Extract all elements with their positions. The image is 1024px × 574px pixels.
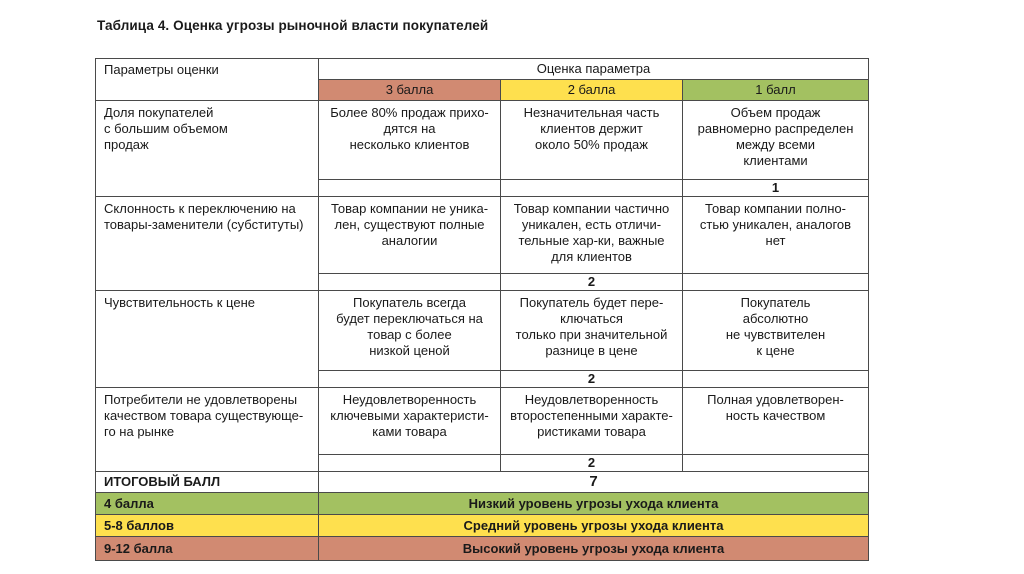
param-cell: Доля покупателей с большим объемом прода…	[95, 100, 319, 197]
legend-text-cell: Низкий уровень угрозы ухода клиента	[318, 492, 869, 515]
legend-row-medium: 5-8 баллов Средний уровень угрозы ухода …	[95, 514, 869, 537]
score-cell-selected: 2	[500, 454, 683, 472]
score-row: 2	[96, 454, 869, 472]
desc-cell-3-points: Товар компании не уника- лен, существуют…	[318, 196, 501, 274]
param-row-quality-dissatisfaction: Потребители не удовлетворены качеством т…	[95, 387, 869, 472]
score-cell-selected: 2	[500, 273, 683, 291]
desc-cell-1-point: Полная удовлетворен- ность качеством	[682, 387, 869, 455]
desc-cell-2-points: Покупатель будет пере- ключаться только …	[500, 290, 683, 371]
legend-row-low: 4 балла Низкий уровень угрозы ухода клие…	[95, 492, 869, 515]
score-cell-selected: 2	[500, 370, 683, 388]
col-header-1-point: 1 балл	[682, 79, 869, 101]
param-cell: Склонность к переключению на товары-заме…	[95, 196, 319, 291]
score-group-header-cell: Оценка параметра	[318, 58, 869, 80]
header-row-scores: 3 балла 2 балла 1 балл	[96, 79, 869, 101]
score-cell-selected: 1	[682, 179, 869, 197]
desc-cell-3-points: Покупатель всегда будет переключаться на…	[318, 290, 501, 371]
score-row: 2	[96, 273, 869, 291]
score-cell	[318, 370, 501, 388]
total-value-cell: 7	[318, 471, 869, 493]
col-header-3-points: 3 балла	[318, 79, 501, 101]
legend-text-cell: Средний уровень угрозы ухода клиента	[318, 514, 869, 537]
param-cell: Потребители не удовлетворены качеством т…	[95, 387, 319, 472]
legend-text-cell: Высокий уровень угрозы ухода клиента	[318, 536, 869, 561]
score-cell	[682, 370, 869, 388]
desc-cell-2-points: Незначительная часть клиентов держит око…	[500, 100, 683, 180]
total-label-cell: ИТОГОВЫЙ БАЛЛ	[95, 471, 319, 493]
score-cell	[682, 454, 869, 472]
col-header-2-points: 2 балла	[500, 79, 683, 101]
desc-cell-2-points: Неудовлетворенность второстепенными хара…	[500, 387, 683, 455]
param-row-price-sensitivity: Чувствительность к цене Покупатель всегд…	[95, 290, 869, 388]
score-cell	[318, 273, 501, 291]
desc-cell-1-point: Покупатель абсолютно не чувствителен к ц…	[682, 290, 869, 371]
param-row-share-of-buyers: Доля покупателей с большим объемом прода…	[95, 100, 869, 197]
legend-range-cell: 9-12 балла	[95, 536, 319, 561]
score-cell	[500, 179, 683, 197]
header-row-group: Параметры оценки Оценка параметра	[95, 58, 869, 101]
desc-cell-3-points: Неудовлетворенность ключевыми характерис…	[318, 387, 501, 455]
desc-cell-1-point: Товар компании полно- стью уникален, ана…	[682, 196, 869, 274]
total-row: ИТОГОВЫЙ БАЛЛ 7	[95, 471, 869, 493]
legend-range-cell: 4 балла	[95, 492, 319, 515]
desc-cell-3-points: Более 80% продаж прихо- дятся на несколь…	[318, 100, 501, 180]
buyer-power-assessment-table: Параметры оценки Оценка параметра 3 балл…	[95, 58, 869, 561]
legend-row-high: 9-12 балла Высокий уровень угрозы ухода …	[95, 536, 869, 561]
desc-cell-1-point: Объем продаж равномерно распределен межд…	[682, 100, 869, 180]
param-row-substitutes: Склонность к переключению на товары-заме…	[95, 196, 869, 291]
params-header-cell: Параметры оценки	[95, 58, 319, 101]
param-cell: Чувствительность к цене	[95, 290, 319, 388]
score-cell	[682, 273, 869, 291]
score-cell	[318, 454, 501, 472]
table-title: Таблица 4. Оценка угрозы рыночной власти…	[97, 18, 489, 33]
score-cell	[318, 179, 501, 197]
legend-range-cell: 5-8 баллов	[95, 514, 319, 537]
desc-cell-2-points: Товар компании частично уникален, есть о…	[500, 196, 683, 274]
